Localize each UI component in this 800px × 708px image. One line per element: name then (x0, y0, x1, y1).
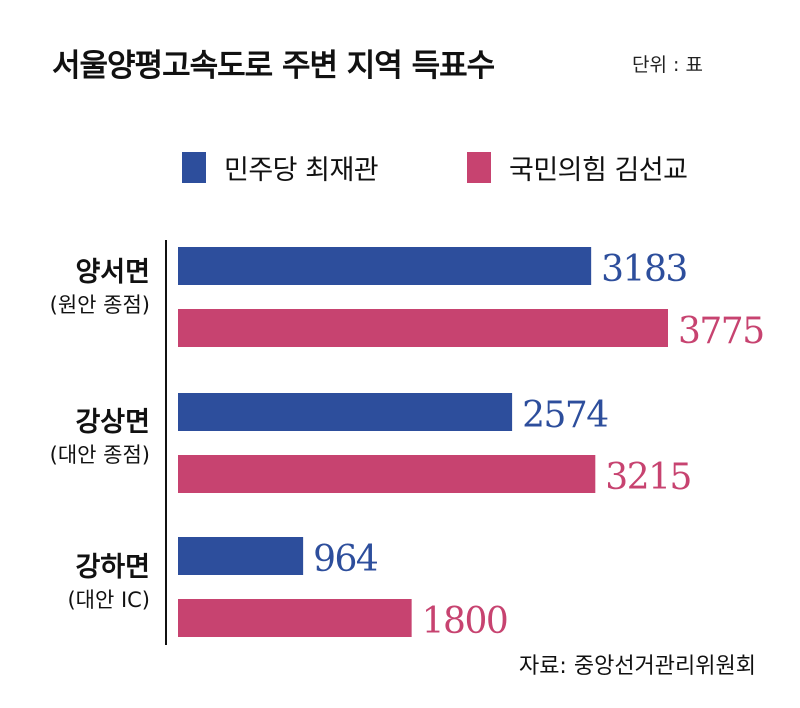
legend-label-ppp: 국민의힘 김선교 (509, 155, 688, 186)
source-note: 자료: 중앙선거관리위원회 (518, 654, 756, 679)
category-sub: (원안 종점) (49, 293, 150, 317)
data-label: 1800 (422, 601, 508, 642)
data-label: 3183 (601, 249, 687, 290)
legend-swatch-ppp (467, 152, 491, 183)
category-name: 강상면 (75, 407, 150, 438)
data-label: 964 (313, 539, 378, 580)
bar-ppp-1 (178, 455, 596, 493)
chart-title: 서울양평고속도로 주변 지역 득표수 (52, 48, 495, 84)
legend-label-democratic: 민주당 최재관 (224, 155, 379, 186)
unit-label: 단위 : 표 (632, 54, 703, 76)
legend-swatch-democratic (182, 152, 206, 183)
category-axis-line (165, 240, 167, 645)
bar-ppp-2 (178, 599, 412, 637)
bar-ppp-0 (178, 309, 668, 347)
bar-democratic-1 (178, 393, 513, 431)
data-label: 3775 (678, 311, 764, 352)
category-name: 강하면 (75, 552, 150, 583)
category-sub: (대안 종점) (49, 443, 150, 467)
bar-democratic-0 (178, 247, 592, 285)
category-sub: (대안 IC) (67, 588, 150, 612)
data-label: 3215 (605, 457, 691, 498)
bar-democratic-2 (178, 537, 304, 575)
data-label: 2574 (522, 395, 608, 436)
category-name: 양서면 (75, 257, 150, 288)
